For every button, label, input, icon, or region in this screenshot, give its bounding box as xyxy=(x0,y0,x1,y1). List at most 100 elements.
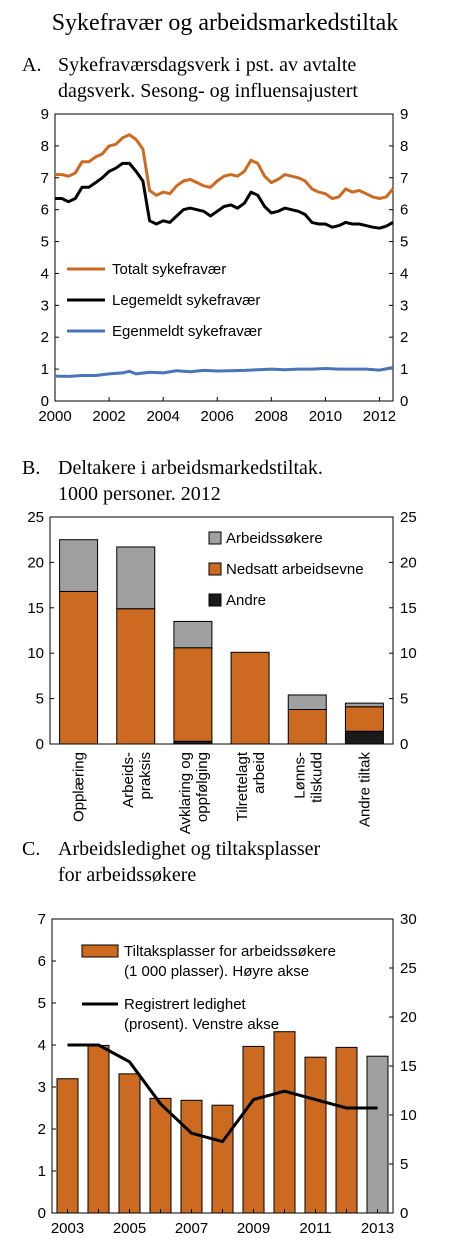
panel-a-xtick-label: 2008 xyxy=(255,408,288,425)
panel-c-bar xyxy=(273,1031,296,1214)
panel-c-xtick-label: 2009 xyxy=(237,1220,270,1237)
panel-c-legend-swatch-bar xyxy=(81,944,119,958)
panel-c-bar xyxy=(304,1056,327,1214)
panel-a-xtick-label: 2004 xyxy=(146,408,179,425)
panel-c-xtick-label: 2003 xyxy=(51,1220,84,1237)
panel-b-bar-segment xyxy=(344,706,384,732)
panel-c-bar xyxy=(242,1045,265,1214)
panel-b-bar-segment xyxy=(173,620,213,649)
panel-c-letter: C. xyxy=(22,838,40,860)
panel-a-ytick-right-label: 0 xyxy=(400,393,408,410)
panel-c-ytick-left-label: 6 xyxy=(38,953,46,970)
panel-c-ytick-right-label: 30 xyxy=(400,911,417,928)
panel-c-bar xyxy=(335,1046,358,1214)
panel-a-xtick-label: 2000 xyxy=(38,408,71,425)
panel-a-ytick-right-label: 5 xyxy=(400,234,408,251)
panel-a-ytick-left-label: 3 xyxy=(41,297,49,314)
panel-c-legend-label: Registrert ledighet xyxy=(124,996,247,1013)
panel-c-ytick-right-label: 5 xyxy=(400,1156,408,1173)
panel-c: C. Arbeidsledighet og tiltaksplasser for… xyxy=(22,838,417,1237)
panel-c-legend-label: (prosent). Venstre akse xyxy=(124,1016,279,1033)
panel-b-category-label: Opplæring xyxy=(71,752,88,822)
panel-a-ytick-left-label: 4 xyxy=(41,265,49,282)
panel-a-ytick-right-label: 4 xyxy=(400,265,408,282)
panel-c-ytick-right-label: 25 xyxy=(400,960,417,977)
panel-b-legend-swatch xyxy=(208,593,222,607)
panel-b-bar-segment xyxy=(344,730,384,745)
panel-a-ytick-right-label: 9 xyxy=(400,106,408,123)
panel-b-legend-swatch xyxy=(208,562,222,576)
panel-b-ytick-left-label: 10 xyxy=(27,645,44,662)
panel-b-title-line-2: 1000 personer. 2012 xyxy=(58,483,221,505)
panel-c-bar xyxy=(149,1097,172,1214)
panel-a-ytick-left-label: 2 xyxy=(41,329,49,346)
panel-b-bar-segment xyxy=(59,590,99,745)
panel-a-ytick-left-label: 1 xyxy=(41,361,49,378)
panel-b-category-label: Arbeids-praksis xyxy=(120,752,154,808)
panel-a-series-line xyxy=(55,161,394,230)
panel-b-ytick-left-label: 5 xyxy=(36,691,44,708)
panel-b-ytick-left-label: 15 xyxy=(27,600,44,617)
panel-b-ytick-right-label: 0 xyxy=(400,736,408,753)
panel-a-ytick-left-label: 5 xyxy=(41,234,49,251)
panel-a-legend-label: Legemeldt sykefravær xyxy=(112,292,260,309)
panel-c-title-line-1: Arbeidsledighet og tiltaksplasser xyxy=(58,838,321,860)
panel-b: B. Deltakere i arbeidsmarkedstiltak. 100… xyxy=(22,457,417,834)
panel-b-category-label: Lønns-tilskudd xyxy=(291,752,325,803)
panel-a-ytick-left-label: 8 xyxy=(41,138,49,155)
panel-b-plot-frame xyxy=(49,516,394,745)
panel-c-bar xyxy=(211,1104,234,1214)
panel-b-category-label: Andre tiltak xyxy=(356,752,373,828)
panel-b-plot: 0 5 10 15 20 25 0 5 10 15 20 25 Opplæring Arbeids-pra… xyxy=(27,509,416,834)
panel-c-legend-label: Tiltaksplasser for arbeidssøkere xyxy=(124,943,336,960)
panel-a-legend-label: Totalt sykefravær xyxy=(112,261,226,278)
panel-a-ytick-right-label: 6 xyxy=(400,202,408,219)
panel-b-bar-segment xyxy=(59,539,99,592)
panel-a-ytick-left-label: 0 xyxy=(41,393,49,410)
panel-c-xtick-label: 2007 xyxy=(175,1220,208,1237)
panel-c-ytick-left-label: 4 xyxy=(38,1037,46,1054)
panel-c-ytick-right-label: 0 xyxy=(400,1205,408,1222)
panel-a-ytick-right-label: 8 xyxy=(400,138,408,155)
panel-c-bar xyxy=(118,1073,141,1214)
panel-b-bar-segment xyxy=(287,694,327,710)
panel-b-ytick-left-label: 25 xyxy=(27,509,44,526)
panel-a-xtick-label: 2010 xyxy=(309,408,342,425)
panel-b-legend-label: Arbeidssøkere xyxy=(226,530,323,547)
panel-c-ytick-left-label: 2 xyxy=(38,1121,46,1138)
panel-a-ytick-right-label: 3 xyxy=(400,297,408,314)
panel-c-bar xyxy=(366,1055,389,1214)
panel-b-category-label: Tilrettelagtarbeid xyxy=(234,751,268,821)
panel-c-series-line xyxy=(67,1043,378,1144)
panel-c-bar xyxy=(180,1099,203,1214)
panel-a-ytick-right-label: 7 xyxy=(400,170,408,187)
panel-b-title-line-1: Deltakere i arbeidsmarkedstiltak. xyxy=(58,457,323,479)
panel-b-ytick-left-label: 0 xyxy=(36,736,44,753)
panel-a-xtick-label: 2006 xyxy=(201,408,234,425)
panel-b-letter: B. xyxy=(22,457,40,479)
panel-b-bar-segment xyxy=(173,647,213,742)
panel-a-legend-label: Egenmeldt sykefravær xyxy=(112,323,262,340)
panel-b-ytick-right-label: 10 xyxy=(400,645,417,662)
panel-c-legend-label: (1 000 plasser). Høyre akse xyxy=(124,963,309,980)
panel-a-xtick-label: 2012 xyxy=(363,408,396,425)
panel-a-title-line-1: Sykefraværsdagsverk i pst. av avtalte xyxy=(58,54,356,76)
panel-c-ytick-left-label: 3 xyxy=(38,1079,46,1096)
panel-a-ytick-left-label: 6 xyxy=(41,202,49,219)
panel-c-ytick-right-label: 10 xyxy=(400,1107,417,1124)
panel-a-series-line xyxy=(54,366,394,378)
panel-b-ytick-right-label: 20 xyxy=(400,554,417,571)
panel-c-ytick-left-label: 0 xyxy=(38,1205,46,1222)
panel-c-title-line-2: for arbeidssøkere xyxy=(58,864,196,886)
panel-b-legend-label: Nedsatt arbeidsevne xyxy=(226,561,364,578)
panel-b-ytick-right-label: 5 xyxy=(400,691,408,708)
panel-c-xtick-label: 2005 xyxy=(113,1220,146,1237)
panel-c-ytick-left-label: 5 xyxy=(38,995,46,1012)
panel-a-ytick-right-label: 2 xyxy=(400,329,408,346)
panel-c-ytick-right-label: 20 xyxy=(400,1009,417,1026)
panel-b-ytick-right-label: 25 xyxy=(400,509,417,526)
panel-a-ytick-left-label: 9 xyxy=(41,106,49,123)
panel-a-series-line xyxy=(55,133,395,200)
panel-a-plot: 0 1 2 3 4 5 6 7 8 9 0 1 2 3 4 5 6 7 8 9 2000 2002 2004 2006 2008… xyxy=(38,106,408,425)
